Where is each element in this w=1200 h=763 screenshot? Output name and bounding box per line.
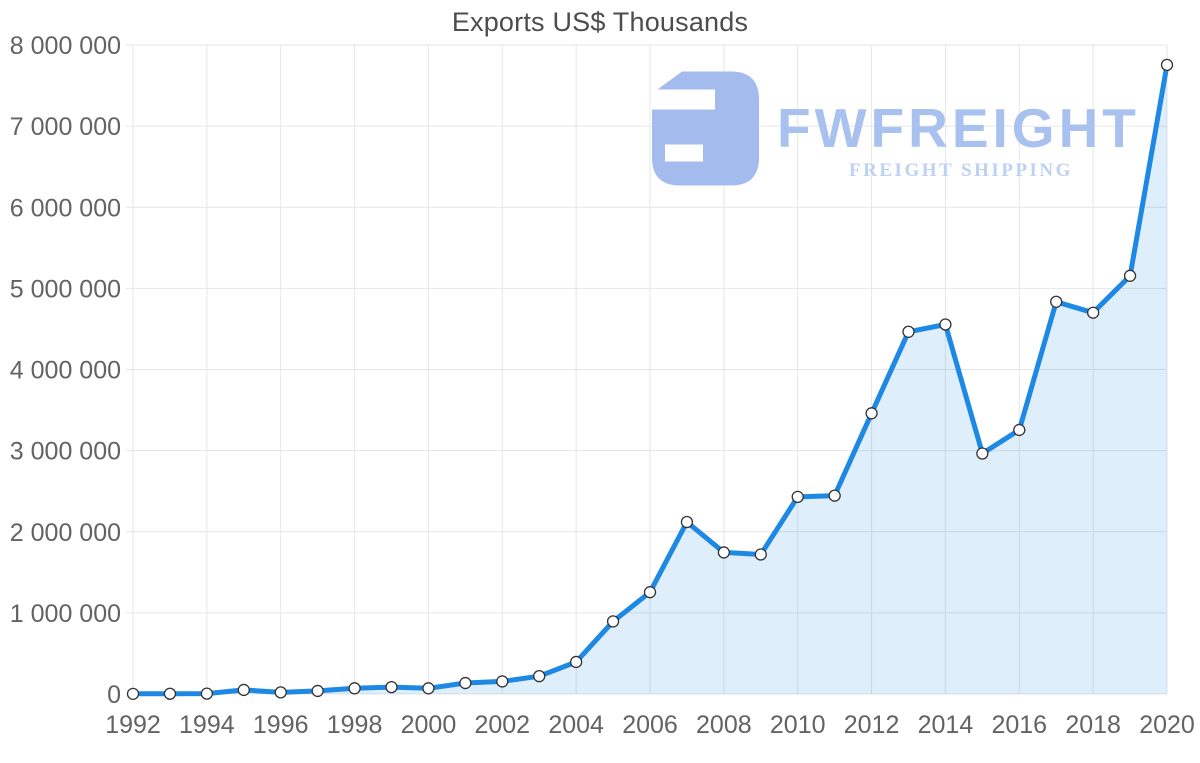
gridlines bbox=[126, 44, 1168, 695]
svg-text:2010: 2010 bbox=[770, 711, 826, 739]
svg-text:5 000 000: 5 000 000 bbox=[10, 275, 121, 303]
svg-text:1998: 1998 bbox=[327, 711, 383, 739]
data-series bbox=[126, 58, 1174, 700]
svg-text:2006: 2006 bbox=[622, 711, 678, 739]
svg-text:2018: 2018 bbox=[1065, 711, 1121, 739]
watermark-tagline: FREIGHT SHIPPING bbox=[849, 160, 1073, 181]
svg-text:2012: 2012 bbox=[844, 711, 900, 739]
svg-text:1994: 1994 bbox=[179, 711, 235, 739]
watermark-brand: FWFREIGHT bbox=[777, 97, 1140, 159]
svg-text:2000: 2000 bbox=[401, 711, 457, 739]
svg-text:2008: 2008 bbox=[696, 711, 752, 739]
svg-text:1992: 1992 bbox=[105, 711, 161, 739]
svg-text:2014: 2014 bbox=[918, 711, 974, 739]
svg-text:7 000 000: 7 000 000 bbox=[10, 113, 121, 141]
fwfreight-logo-icon bbox=[651, 71, 759, 186]
svg-text:2 000 000: 2 000 000 bbox=[10, 519, 121, 547]
svg-text:4 000 000: 4 000 000 bbox=[10, 357, 121, 385]
svg-text:2016: 2016 bbox=[991, 711, 1047, 739]
axis-tick-labels: 0 1 000 000 2 000 000 3 000 000 4 000 000 5 0… bbox=[10, 32, 1195, 739]
svg-text:2002: 2002 bbox=[474, 711, 530, 739]
svg-text:0: 0 bbox=[107, 681, 121, 709]
svg-text:8 000 000: 8 000 000 bbox=[10, 32, 121, 60]
svg-text:3 000 000: 3 000 000 bbox=[10, 438, 121, 466]
chart-title: Exports US$ Thousands bbox=[451, 7, 749, 37]
svg-text:2004: 2004 bbox=[548, 711, 604, 739]
svg-text:1 000 000: 1 000 000 bbox=[10, 600, 121, 628]
svg-text:1996: 1996 bbox=[253, 711, 309, 739]
svg-text:6 000 000: 6 000 000 bbox=[10, 194, 121, 222]
svg-text:2020: 2020 bbox=[1139, 711, 1195, 739]
watermark: FWFREIGHT FREIGHT SHIPPING bbox=[651, 71, 1140, 186]
